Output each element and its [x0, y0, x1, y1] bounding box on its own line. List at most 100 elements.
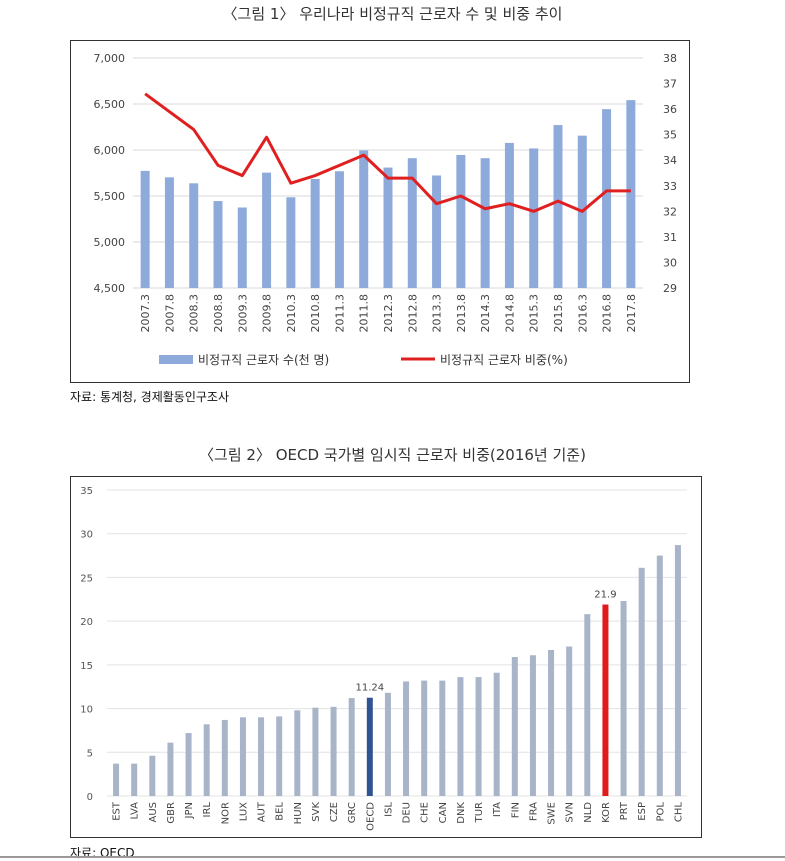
figure1-chart: 4,5005,0005,5006,0006,5007,0002930313233… [71, 41, 688, 381]
bar [286, 197, 295, 288]
x-tick-label: NOR [220, 802, 231, 824]
data-label: 21.9 [594, 590, 616, 601]
bar [258, 717, 264, 796]
x-tick-label: 2012.8 [406, 294, 419, 333]
right-tick-label: 33 [663, 180, 677, 193]
bar [149, 756, 155, 796]
bar [214, 201, 223, 288]
bar [222, 720, 228, 796]
bar [240, 717, 246, 796]
bar [113, 764, 119, 796]
bar [385, 693, 391, 796]
x-tick-label: FRA [528, 802, 539, 821]
left-tick-label: 7,000 [94, 52, 126, 65]
x-tick-label: PRT [619, 801, 630, 820]
x-tick-label: KOR [601, 802, 612, 823]
left-tick-label: 6,000 [94, 144, 126, 157]
y-tick-label: 35 [80, 486, 93, 497]
bar [476, 677, 482, 796]
legend-bar-label: 비정규직 근로자 수(천 명) [198, 352, 329, 367]
x-tick-label: 2010.8 [309, 294, 322, 333]
bar [238, 208, 247, 289]
x-tick-label: 2014.3 [479, 294, 492, 333]
x-tick-label: FIN [510, 802, 521, 818]
left-tick-label: 6,500 [94, 98, 126, 111]
x-tick-label: 2013.8 [455, 294, 468, 333]
bar [566, 646, 572, 796]
x-tick-label: 2007.3 [139, 294, 152, 333]
right-tick-label: 29 [663, 282, 677, 295]
bar [131, 764, 137, 796]
bar [276, 716, 282, 796]
x-tick-label: 2015.3 [528, 294, 541, 333]
right-tick-label: 38 [663, 52, 677, 65]
bar [421, 681, 427, 796]
bar [621, 601, 627, 796]
bar [439, 681, 445, 796]
bar [359, 150, 368, 288]
bar [384, 168, 393, 288]
bar [204, 724, 210, 796]
bar [457, 677, 463, 796]
x-tick-label: 2014.8 [503, 294, 516, 333]
bar [584, 614, 590, 796]
x-tick-label: BEL [275, 802, 286, 821]
x-tick-label: EST [112, 801, 123, 821]
figure2-source: 자료: OECD [70, 844, 135, 861]
x-tick-label: GRC [347, 802, 358, 823]
x-tick-label: CZE [329, 802, 340, 822]
x-tick-label: LUX [238, 802, 249, 821]
y-tick-label: 5 [87, 748, 93, 759]
bar [403, 681, 409, 796]
bar [512, 657, 518, 796]
bar [349, 698, 355, 796]
bar [530, 655, 536, 796]
bar [165, 177, 174, 288]
x-tick-label: ESP [637, 802, 648, 821]
x-tick-label: 2009.8 [261, 294, 274, 333]
bar [602, 109, 611, 288]
bar [602, 605, 608, 796]
x-tick-label: DNK [456, 802, 467, 824]
x-tick-label: ITA [492, 802, 503, 817]
x-tick-label: NLD [583, 802, 594, 823]
bar [367, 698, 373, 796]
bar [167, 743, 173, 796]
bar [311, 179, 320, 288]
right-tick-label: 30 [663, 256, 677, 269]
bar [554, 125, 563, 288]
bar [186, 733, 192, 796]
x-tick-label: OECD [365, 802, 376, 831]
bar [335, 171, 344, 288]
bar [312, 708, 318, 796]
bar [262, 173, 271, 288]
right-tick-label: 35 [663, 129, 677, 142]
bar [189, 183, 198, 288]
bar [494, 673, 500, 796]
x-tick-label: LVA [130, 802, 141, 820]
x-tick-label: 2008.8 [212, 294, 225, 333]
right-tick-label: 31 [663, 231, 677, 244]
data-label: 11.24 [355, 683, 384, 694]
bar [657, 556, 663, 796]
bar [626, 100, 635, 288]
y-tick-label: 15 [80, 661, 93, 672]
bar [294, 710, 300, 796]
y-tick-label: 30 [80, 530, 93, 541]
x-tick-label: DEU [402, 802, 413, 823]
x-tick-label: 2017.8 [625, 294, 638, 333]
bar [675, 545, 681, 796]
figure1-title: 〈그림 1〉 우리나라 비정규직 근로자 수 및 비중 추이 [0, 3, 785, 24]
x-tick-label: CAN [438, 802, 449, 823]
x-tick-label: ISL [383, 802, 394, 817]
x-tick-label: SVN [565, 802, 576, 823]
x-tick-label: SWE [547, 802, 558, 825]
bar [456, 155, 465, 288]
x-tick-label: 2010.3 [285, 294, 298, 333]
bar [481, 158, 490, 288]
x-tick-label: 2013.3 [431, 294, 444, 333]
bar [432, 175, 441, 288]
x-tick-label: JPN [184, 802, 195, 819]
